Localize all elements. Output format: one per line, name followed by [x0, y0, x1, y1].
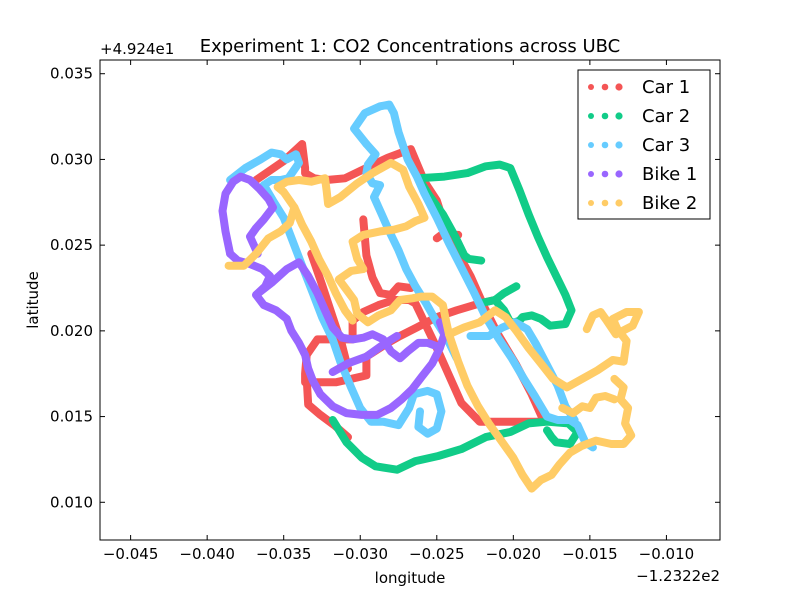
legend-marker-car-2 [601, 112, 609, 120]
axes-frame [99, 59, 721, 541]
legend-marker-car-3 [588, 142, 594, 148]
track-car-3-5 [466, 318, 579, 424]
plot-area [218, 100, 643, 493]
track-bike-1-1 [218, 172, 277, 258]
legend-marker-car-1 [615, 83, 623, 91]
legend-marker-car-1 [588, 84, 594, 90]
y-tick-label: 0.020 [50, 322, 93, 340]
y-tick-label: 0.025 [50, 236, 93, 254]
legend-marker-bike-1 [615, 170, 623, 178]
x-offset-label: −1.2322e2 [636, 567, 720, 585]
x-tick-label: −0.025 [409, 545, 465, 563]
track-bike-2-3 [445, 306, 643, 392]
track-bike-1-4 [328, 332, 401, 376]
legend-label-car-1: Car 1 [642, 77, 690, 98]
track-bike-1-3 [252, 258, 441, 363]
legend: Car 1 Car 2 Car 3 Bike 1 Bike 2 [577, 69, 711, 220]
y-tick-label: 0.030 [50, 150, 93, 168]
y-axis-label: latitude [24, 271, 42, 329]
y-tick-label: 0.035 [50, 65, 93, 83]
track-bike-2-2 [290, 203, 357, 325]
series-car-3 [226, 100, 597, 452]
legend-marker-bike-2 [615, 199, 623, 207]
legend-label-bike-1: Bike 1 [642, 164, 697, 185]
legend-marker-car-2 [588, 113, 594, 119]
x-tick-label: −0.045 [103, 545, 159, 563]
legend-marker-car-3 [601, 141, 609, 149]
legend-marker-car-3 [615, 141, 623, 149]
x-tick-label: −0.015 [562, 545, 618, 563]
x-tick-label: −0.020 [486, 545, 542, 563]
legend-marker-car-1 [601, 83, 609, 91]
legend-marker-bike-2 [601, 199, 609, 207]
track-car-3-1 [226, 148, 303, 190]
series-bike-1 [218, 172, 449, 419]
x-axis-ticks: −0.045 −0.040 −0.035 −0.030 −0.025 −0.020 −0.0… [103, 60, 694, 563]
track-bike-2-5 [558, 392, 619, 418]
y-axis-ticks: 0.010 0.015 0.020 0.025 0.030 0.035 [50, 65, 720, 511]
legend-marker-bike-1 [601, 170, 609, 178]
y-tick-label: 0.010 [50, 493, 93, 511]
x-tick-label: −0.010 [639, 545, 695, 563]
y-offset-label: +4.924e1 [100, 40, 174, 58]
track-car-1-3 [359, 215, 415, 299]
chart-title: Experiment 1: CO2 Concentrations across … [200, 36, 621, 57]
legend-marker-bike-2 [588, 200, 594, 206]
legend-label-car-2: Car 2 [642, 106, 690, 127]
track-car-3-4 [350, 100, 597, 452]
x-tick-label: −0.035 [256, 545, 312, 563]
series-bike-2 [224, 158, 643, 493]
track-car-2-4 [491, 282, 521, 304]
track-car-3-2 [259, 181, 446, 438]
y-tick-label: 0.015 [50, 408, 93, 426]
legend-box [577, 69, 711, 220]
legend-marker-bike-1 [588, 171, 594, 177]
track-bike-2-1 [224, 158, 453, 339]
track-car-3-3 [362, 140, 461, 363]
legend-marker-car-2 [615, 112, 623, 120]
x-tick-label: −0.030 [332, 545, 388, 563]
x-axis-label: longitude [375, 569, 446, 587]
legend-label-bike-2: Bike 2 [642, 193, 697, 214]
x-tick-label: −0.040 [179, 545, 235, 563]
track-car-1-4 [307, 249, 352, 373]
track-bike-2-4 [445, 330, 636, 493]
legend-label-car-3: Car 3 [642, 135, 690, 156]
